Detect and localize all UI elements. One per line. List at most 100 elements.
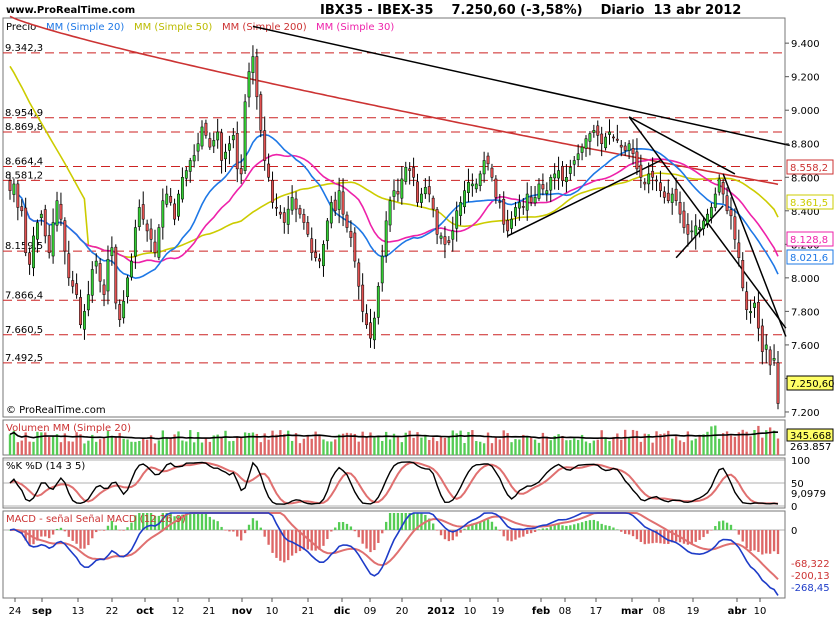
stoch-tick-label: 0 <box>791 502 797 513</box>
x-tick-label: 21 <box>203 606 216 617</box>
macd-histogram-bar <box>365 530 368 549</box>
last-value-label: 8.021,6 <box>790 253 828 264</box>
candle-body <box>404 166 408 182</box>
candle-body <box>302 214 306 223</box>
volume-bar <box>83 443 86 455</box>
macd-histogram-bar <box>134 515 137 530</box>
macd-histogram-bar <box>432 523 435 530</box>
macd-histogram-bar <box>737 530 740 535</box>
volume-bar <box>718 438 721 455</box>
macd-histogram-bar <box>271 530 274 553</box>
x-tick-label: 13 <box>72 606 85 617</box>
macd-histogram-bar <box>443 530 447 540</box>
volume-bar <box>643 433 646 455</box>
macd-histogram-bar <box>459 530 462 533</box>
price-panel <box>2 17 786 418</box>
candle-body <box>212 140 216 147</box>
stoch-legend: %K %D (14 3 5) <box>6 461 85 472</box>
macd-histogram-bar <box>310 530 313 551</box>
volume-bar <box>275 434 278 455</box>
volume-bar <box>318 435 321 455</box>
chart-header: www.ProRealTime.com IBX35 - IBEX-35 7.25… <box>6 3 741 18</box>
macd-histogram-bar <box>573 524 576 530</box>
volume-bar <box>733 436 737 455</box>
volume-bar <box>220 437 223 455</box>
macd-histogram-bar <box>75 530 78 544</box>
candle-body <box>541 184 545 190</box>
volume-bar <box>157 440 161 455</box>
volume-bar <box>671 438 674 455</box>
copyright-label: © ProRealTime.com <box>6 405 106 416</box>
chart-title: IBX35 - IBEX-35 7.250,60 (-3,58%) Diario… <box>320 3 741 18</box>
candle-body <box>106 259 110 292</box>
candle-body <box>588 133 592 142</box>
macd-histogram-bar <box>326 530 329 540</box>
macd-histogram-bar <box>706 530 709 534</box>
candle-body <box>165 193 169 205</box>
candle-body <box>568 166 572 174</box>
y-tick-label: 9.400 <box>791 39 820 50</box>
candle-body <box>24 207 28 253</box>
macd-histogram-bar <box>224 530 227 531</box>
macd-histogram-bar <box>341 522 345 530</box>
stoch-k-line <box>9 461 779 505</box>
volume-bar <box>91 434 94 455</box>
macd-histogram-bar <box>533 530 537 532</box>
volume-bar <box>44 432 47 455</box>
volume-bar <box>396 436 400 455</box>
candle-body <box>180 177 184 200</box>
candle-body <box>420 193 423 203</box>
volume-bar <box>659 434 662 455</box>
level-label: 8.159,5 <box>5 241 43 252</box>
candle-body <box>639 164 643 178</box>
candle-body <box>224 151 227 160</box>
volume-bar <box>169 437 172 455</box>
volume-bar <box>357 441 360 455</box>
macd-histogram-bar <box>165 513 168 530</box>
candle-body <box>443 236 447 245</box>
volume-bar <box>102 437 106 455</box>
candle-body <box>83 311 86 330</box>
macd-histogram-bar <box>400 513 404 530</box>
macd-histogram-bar <box>263 530 266 537</box>
macd-histogram-bar <box>247 524 251 530</box>
macd-histogram-bar <box>494 526 498 530</box>
candle-body <box>749 311 752 314</box>
candle-body <box>298 208 302 215</box>
candle-body <box>474 183 478 190</box>
volume-bar <box>533 439 537 455</box>
volume-bar <box>255 433 259 455</box>
candle-body <box>365 313 368 326</box>
candle-body <box>333 199 337 212</box>
macd-histogram-bar <box>36 530 39 541</box>
volume-bar <box>283 434 286 455</box>
macd-histogram-bar <box>377 530 380 543</box>
candle-body <box>102 284 106 295</box>
level-label: 7.660,5 <box>5 325 43 336</box>
candle-body <box>439 235 443 239</box>
level-label: 8.954,9 <box>5 108 43 119</box>
stoch-tick-label: 50 <box>791 479 804 490</box>
macd-histogram-bar <box>98 530 102 531</box>
candle-body <box>627 143 631 151</box>
candle-body <box>561 165 564 181</box>
macd-histogram-bar <box>690 530 693 544</box>
volume-bar <box>498 439 501 455</box>
volume-bar <box>173 434 176 455</box>
volume-bar <box>502 430 505 455</box>
volume-bar <box>142 437 145 455</box>
volume-last-label: 263.857 <box>790 442 831 453</box>
volume-bar <box>200 442 204 455</box>
volume-bar <box>341 433 345 455</box>
macd-histogram-bar <box>479 521 482 530</box>
volume-bar <box>279 430 282 455</box>
macd-histogram-bar <box>561 525 564 530</box>
volume-bar <box>588 443 592 455</box>
macd-histogram-bar <box>698 530 701 540</box>
macd-histogram-bar <box>48 530 51 539</box>
candle-body <box>694 225 698 236</box>
candle-body <box>725 195 729 212</box>
volume-bar <box>772 430 776 455</box>
macd-histogram-bar <box>749 530 752 551</box>
volume-bar <box>678 440 682 455</box>
